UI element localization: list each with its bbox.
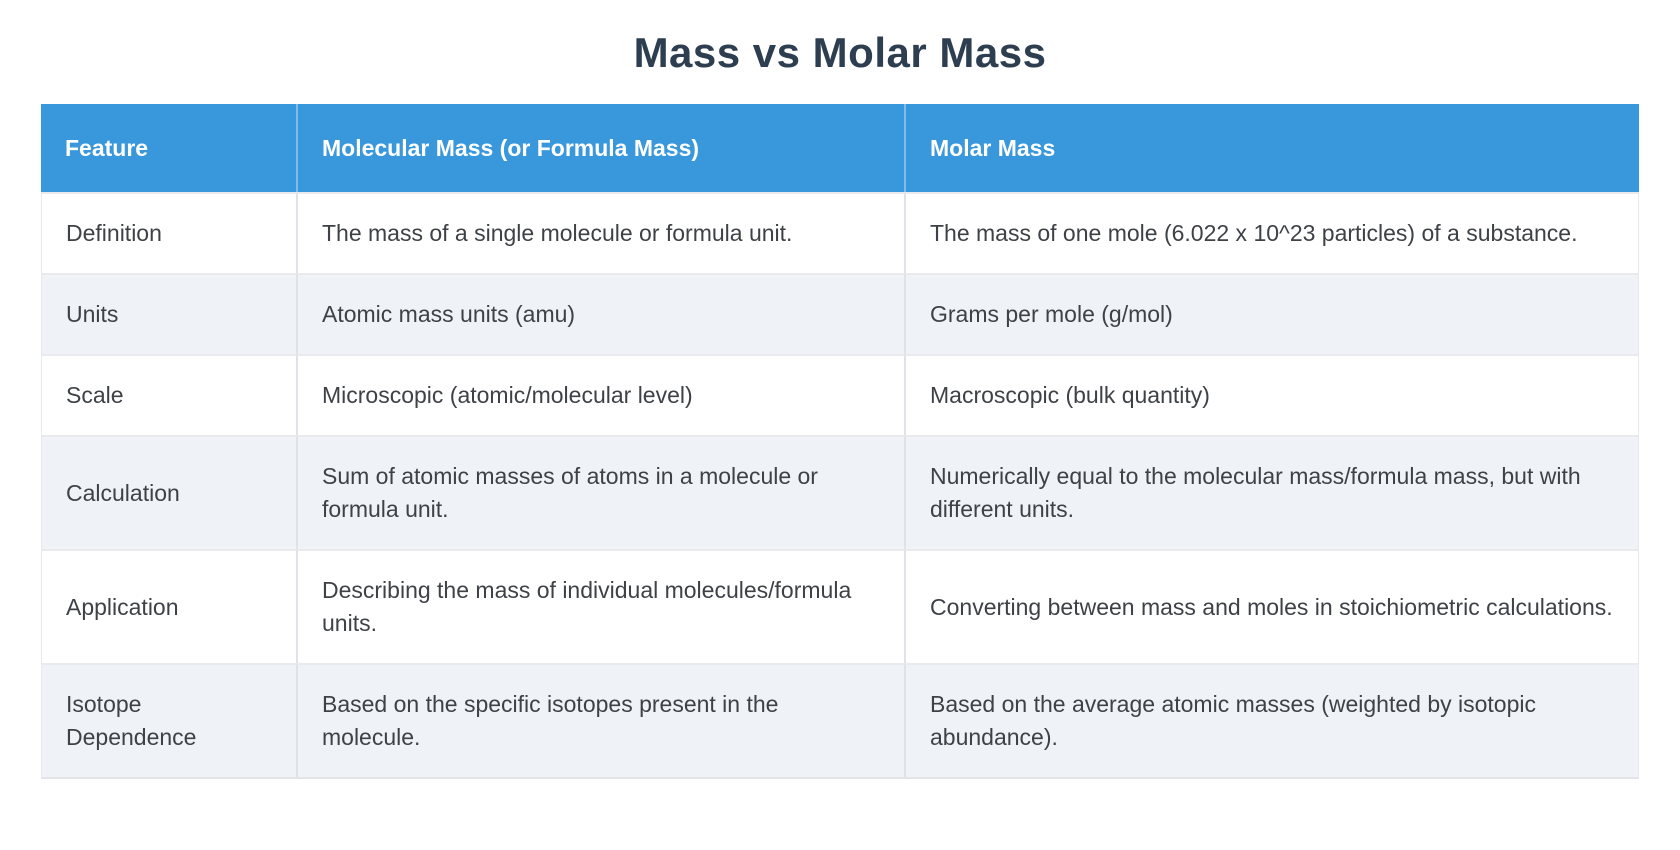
page-title: Mass vs Molar Mass xyxy=(633,29,1047,76)
cell-feature: Application xyxy=(41,549,296,663)
cell-molecular-mass: Atomic mass units (amu) xyxy=(296,273,904,354)
table-row-isotope-dependence: Isotope Dependence Based on the specific… xyxy=(41,663,1639,779)
cell-molecular-mass: Describing the mass of individual molecu… xyxy=(296,549,904,663)
cell-molecular-mass: Based on the specific isotopes present i… xyxy=(296,663,904,779)
cell-molecular-mass: The mass of a single molecule or formula… xyxy=(296,192,904,273)
comparison-table: Feature Molecular Mass (or Formula Mass)… xyxy=(41,104,1639,779)
cell-feature: Scale xyxy=(41,354,296,435)
table-row-calculation: Calculation Sum of atomic masses of atom… xyxy=(41,435,1639,549)
cell-molecular-mass: Microscopic (atomic/molecular level) xyxy=(296,354,904,435)
column-header-molecular-mass: Molecular Mass (or Formula Mass) xyxy=(296,104,904,192)
table-row-units: Units Atomic mass units (amu) Grams per … xyxy=(41,273,1639,354)
cell-feature: Units xyxy=(41,273,296,354)
cell-feature: Definition xyxy=(41,192,296,273)
cell-feature: Isotope Dependence xyxy=(41,663,296,779)
cell-molar-mass: Macroscopic (bulk quantity) xyxy=(904,354,1639,435)
cell-molar-mass: Numerically equal to the molecular mass/… xyxy=(904,435,1639,549)
table-row-definition: Definition The mass of a single molecule… xyxy=(41,192,1639,273)
column-header-feature: Feature xyxy=(41,104,296,192)
cell-feature: Calculation xyxy=(41,435,296,549)
cell-molar-mass: Based on the average atomic masses (weig… xyxy=(904,663,1639,779)
cell-molar-mass: Grams per mole (g/mol) xyxy=(904,273,1639,354)
table-row-application: Application Describing the mass of indiv… xyxy=(41,549,1639,663)
table-row-scale: Scale Microscopic (atomic/molecular leve… xyxy=(41,354,1639,435)
cell-molar-mass: Converting between mass and moles in sto… xyxy=(904,549,1639,663)
cell-molar-mass: The mass of one mole (6.022 x 10^23 part… xyxy=(904,192,1639,273)
table-header-row: Feature Molecular Mass (or Formula Mass)… xyxy=(41,104,1639,192)
column-header-molar-mass: Molar Mass xyxy=(904,104,1639,192)
cell-molecular-mass: Sum of atomic masses of atoms in a molec… xyxy=(296,435,904,549)
